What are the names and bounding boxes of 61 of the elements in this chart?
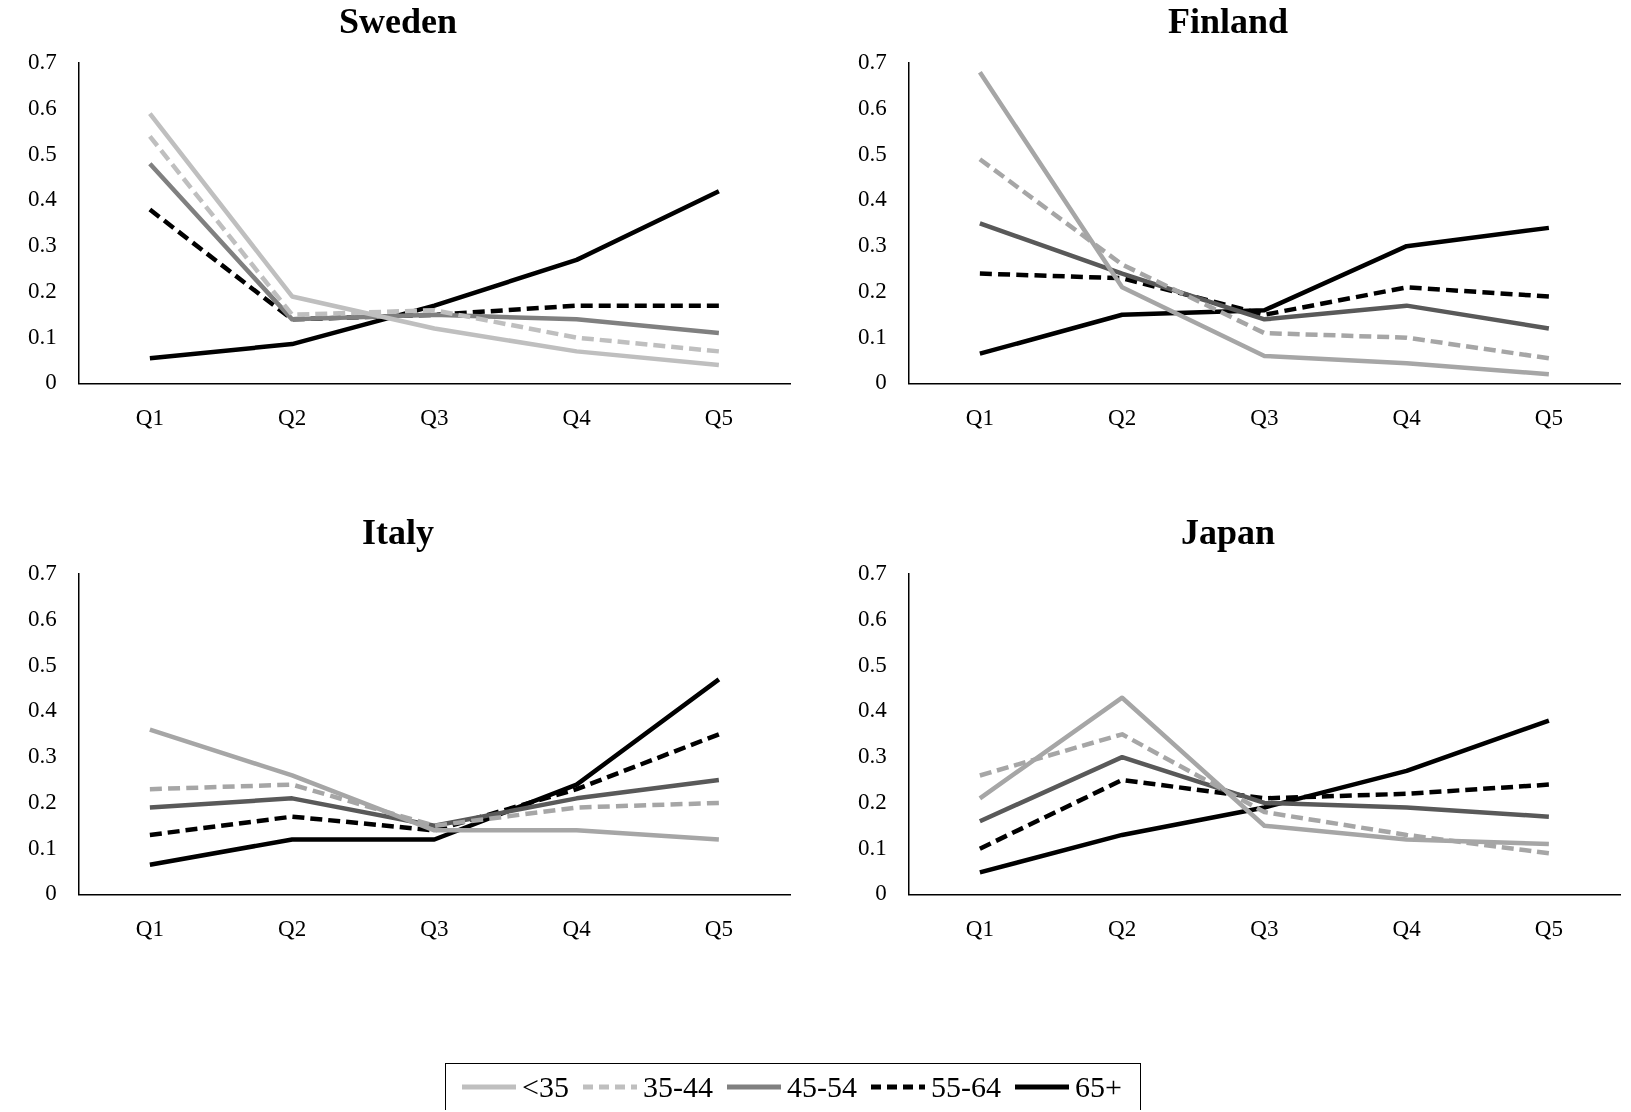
x-tick-label: Q1 [965, 405, 994, 431]
y-tick-label: 0.5 [858, 140, 887, 166]
x-tick-label: Q2 [1108, 405, 1137, 431]
y-tick-label: 0.5 [28, 651, 57, 677]
y-tick-label: 0.2 [28, 277, 57, 303]
y-tick-label: 0.4 [858, 697, 888, 723]
legend-label: <35 [522, 1070, 569, 1104]
y-tick-label: 0.7 [858, 560, 887, 586]
y-tick-label: 0.6 [858, 94, 887, 120]
y-tick-label: 0.4 [858, 186, 888, 212]
x-tick-label: Q4 [1392, 916, 1422, 942]
y-tick-label: 0.7 [28, 49, 57, 75]
y-tick-label: 0.5 [28, 140, 57, 166]
y-tick-label: 0.4 [28, 186, 58, 212]
legend-label: 55-64 [930, 1070, 1001, 1104]
x-tick-label: Q1 [135, 916, 164, 942]
x-tick-label: Q5 [1534, 405, 1563, 431]
y-tick-label: 0.6 [28, 94, 57, 120]
chart-title: Finland [1167, 0, 1289, 41]
y-tick-label: 0.7 [858, 49, 887, 75]
x-tick-label: Q3 [420, 916, 449, 942]
x-tick-label: Q5 [1534, 916, 1563, 942]
x-tick-label: Q3 [1250, 405, 1279, 431]
y-tick-label: 0.6 [28, 605, 57, 631]
legend-label: 65+ [1074, 1070, 1122, 1104]
y-tick-label: 0.2 [28, 788, 57, 814]
y-tick-label: 0.3 [28, 743, 57, 769]
y-tick-label: 0.2 [858, 788, 887, 814]
y-tick-label: 0.1 [28, 834, 57, 860]
x-tick-label: Q3 [420, 405, 449, 431]
y-tick-label: 0.4 [28, 697, 58, 723]
legend-label: 35-44 [642, 1070, 713, 1104]
y-tick-label: 0.3 [858, 743, 887, 769]
y-tick-label: 0.2 [858, 277, 887, 303]
x-tick-label: Q4 [562, 405, 592, 431]
x-tick-label: Q1 [965, 916, 994, 942]
y-tick-label: 0 [875, 880, 887, 906]
legend-label: 45-54 [786, 1070, 857, 1104]
x-tick-label: Q1 [135, 405, 164, 431]
x-tick-label: Q3 [1250, 916, 1279, 942]
x-tick-label: Q2 [1108, 916, 1137, 942]
x-tick-label: Q5 [704, 916, 733, 942]
y-tick-label: 0 [875, 369, 887, 395]
x-tick-label: Q5 [704, 405, 733, 431]
y-tick-label: 0.3 [858, 232, 887, 258]
chart-title: Sweden [338, 0, 458, 41]
x-tick-label: Q2 [278, 916, 307, 942]
x-tick-label: Q4 [1392, 405, 1422, 431]
y-tick-label: 0 [45, 880, 57, 906]
y-tick-label: 0.6 [858, 605, 887, 631]
y-tick-label: 0.1 [858, 323, 887, 349]
y-tick-label: 0.3 [28, 232, 57, 258]
y-tick-label: 0.5 [858, 651, 887, 677]
x-tick-label: Q4 [562, 916, 592, 942]
chart-title: Japan [1180, 511, 1276, 552]
chart-title: Italy [362, 511, 434, 552]
x-tick-label: Q2 [278, 405, 307, 431]
y-tick-label: 0.1 [28, 323, 57, 349]
y-tick-label: 0.1 [858, 834, 887, 860]
y-tick-label: 0 [45, 369, 57, 395]
y-tick-label: 0.7 [28, 560, 57, 586]
